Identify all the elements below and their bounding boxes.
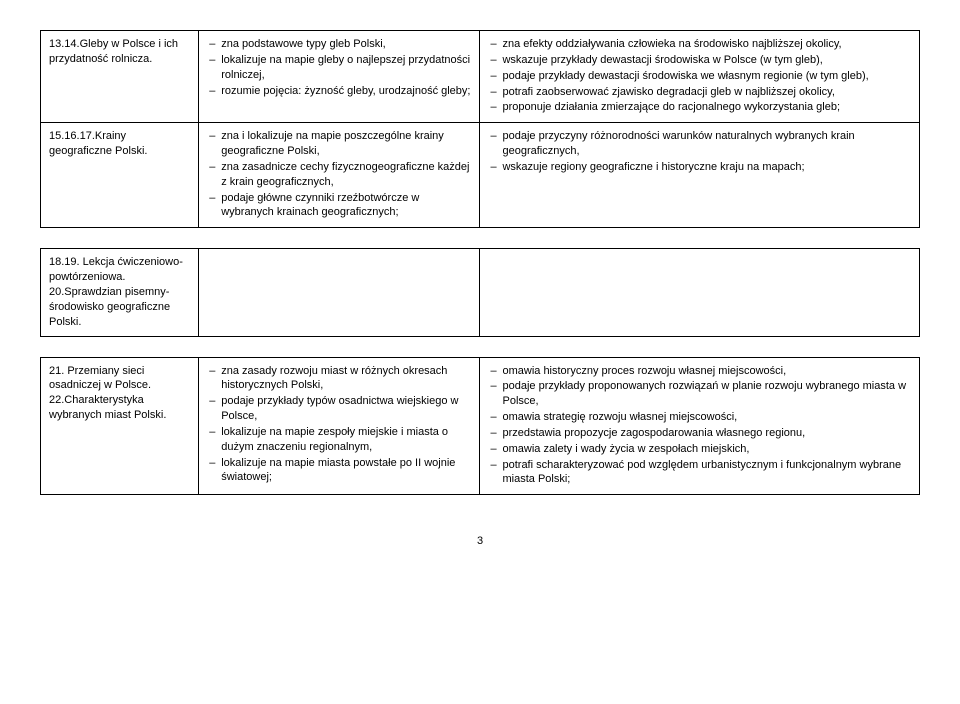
list-item: rozumie pojęcia: żyzność gleby, urodzajn… — [221, 84, 471, 99]
list-extended: zna efekty oddziaływania człowieka na śr… — [488, 37, 911, 115]
table-row: 18.19. Lekcja ćwiczeniowo-powtórzeniowa.… — [41, 249, 920, 336]
list-item: podaje przyczyny różnorodności warunków … — [502, 129, 911, 159]
table-section-1: 13.14.Gleby w Polsce i ich przydatność r… — [40, 30, 920, 228]
list-item: podaje przykłady dewastacji środowiska w… — [502, 69, 911, 84]
table-row: 15.16.17.Krainy geograficzne Polski. zna… — [41, 123, 920, 228]
list-basic: zna zasady rozwoju miast w różnych okres… — [207, 364, 471, 486]
cell-extended: podaje przyczyny różnorodności warunków … — [480, 123, 920, 228]
table-section-2: 18.19. Lekcja ćwiczeniowo-powtórzeniowa.… — [40, 248, 920, 336]
list-item: omawia historyczny proces rozwoju własne… — [502, 364, 911, 379]
topic-text: 13.14.Gleby w Polsce i ich przydatność r… — [49, 38, 178, 65]
topic-text: 15.16.17.Krainy geograficzne Polski. — [49, 130, 147, 157]
list-item: zna zasadnicze cechy fizycznogeograficzn… — [221, 160, 471, 190]
cell-basic-empty — [199, 249, 480, 336]
cell-basic: zna podstawowe typy gleb Polski, lokaliz… — [199, 31, 480, 123]
list-item: proponuje działania zmierzające do racjo… — [502, 100, 911, 115]
list-extended: podaje przyczyny różnorodności warunków … — [488, 129, 911, 175]
table-row: 13.14.Gleby w Polsce i ich przydatność r… — [41, 31, 920, 123]
list-item: podaje przykłady typów osadnictwa wiejsk… — [221, 394, 471, 424]
cell-topic: 13.14.Gleby w Polsce i ich przydatność r… — [41, 31, 199, 123]
list-item: lokalizuje na mapie miasta powstałe po I… — [221, 456, 471, 486]
list-item: potrafi zaobserwować zjawisko degradacji… — [502, 85, 911, 100]
list-extended: omawia historyczny proces rozwoju własne… — [488, 364, 911, 488]
list-item: zna i lokalizuje na mapie poszczególne k… — [221, 129, 471, 159]
list-item: podaje przykłady proponowanych rozwiązań… — [502, 379, 911, 409]
list-item: omawia strategię rozwoju własnej miejsco… — [502, 410, 911, 425]
cell-extended: omawia historyczny proces rozwoju własne… — [480, 357, 920, 495]
list-item: lokalizuje na mapie gleby o najlepszej p… — [221, 53, 471, 83]
list-item: zna podstawowe typy gleb Polski, — [221, 37, 471, 52]
list-item: podaje główne czynniki rzeźbotwórcze w w… — [221, 191, 471, 221]
topic-text: 21. Przemiany sieci osadniczej w Polsce.… — [49, 365, 166, 422]
list-item: wskazuje przykłady dewastacji środowiska… — [502, 53, 911, 68]
cell-extended: zna efekty oddziaływania człowieka na śr… — [480, 31, 920, 123]
list-item: przedstawia propozycje zagospodarowania … — [502, 426, 911, 441]
table-section-3: 21. Przemiany sieci osadniczej w Polsce.… — [40, 357, 920, 496]
list-item: wskazuje regiony geograficzne i historyc… — [502, 160, 911, 175]
cell-topic: 21. Przemiany sieci osadniczej w Polsce.… — [41, 357, 199, 495]
cell-basic: zna zasady rozwoju miast w różnych okres… — [199, 357, 480, 495]
list-item: zna efekty oddziaływania człowieka na śr… — [502, 37, 911, 52]
table-row: 21. Przemiany sieci osadniczej w Polsce.… — [41, 357, 920, 495]
list-item: zna zasady rozwoju miast w różnych okres… — [221, 364, 471, 394]
list-basic: zna podstawowe typy gleb Polski, lokaliz… — [207, 37, 471, 98]
cell-extended-empty — [480, 249, 920, 336]
cell-topic: 18.19. Lekcja ćwiczeniowo-powtórzeniowa.… — [41, 249, 199, 336]
page-number: 3 — [40, 535, 920, 547]
list-item: potrafi scharakteryzować pod względem ur… — [502, 458, 911, 488]
list-basic: zna i lokalizuje na mapie poszczególne k… — [207, 129, 471, 220]
cell-basic: zna i lokalizuje na mapie poszczególne k… — [199, 123, 480, 228]
topic-text: 18.19. Lekcja ćwiczeniowo-powtórzeniowa.… — [49, 256, 183, 327]
list-item: omawia zalety i wady życia w zespołach m… — [502, 442, 911, 457]
cell-topic: 15.16.17.Krainy geograficzne Polski. — [41, 123, 199, 228]
list-item: lokalizuje na mapie zespoły miejskie i m… — [221, 425, 471, 455]
